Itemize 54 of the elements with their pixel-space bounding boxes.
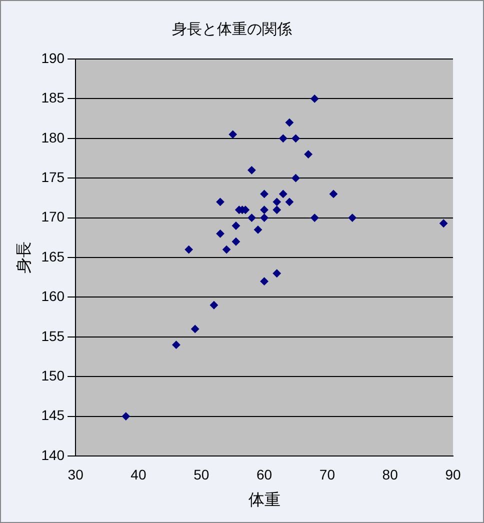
point bbox=[292, 174, 300, 182]
y-tick-label: 190 bbox=[41, 50, 65, 66]
point bbox=[172, 340, 180, 349]
point bbox=[272, 206, 281, 214]
y-tick-label: 165 bbox=[41, 248, 65, 264]
point bbox=[191, 324, 200, 333]
point bbox=[222, 246, 231, 254]
y-tick-label: 155 bbox=[41, 328, 65, 344]
x-tick-label: 40 bbox=[130, 466, 146, 482]
point bbox=[232, 222, 240, 230]
point bbox=[279, 134, 288, 142]
point bbox=[260, 206, 268, 214]
y-tick-label: 160 bbox=[41, 288, 65, 304]
point bbox=[232, 238, 240, 246]
y-tick-label: 180 bbox=[41, 129, 65, 146]
y-tick-label: 175 bbox=[41, 168, 65, 185]
point bbox=[184, 246, 193, 254]
x-tick-label: 30 bbox=[68, 466, 84, 482]
point bbox=[348, 214, 356, 222]
point bbox=[260, 277, 268, 286]
point bbox=[254, 226, 262, 234]
point bbox=[248, 214, 256, 222]
point bbox=[260, 214, 268, 222]
y-tick-label: 185 bbox=[41, 90, 65, 106]
point bbox=[310, 94, 319, 103]
x-tick-label: 70 bbox=[319, 466, 336, 482]
point bbox=[210, 301, 218, 310]
point bbox=[285, 118, 294, 127]
y-tick-label: 150 bbox=[41, 367, 65, 384]
point bbox=[260, 190, 268, 198]
x-tick-label: 90 bbox=[445, 466, 461, 482]
chart-title: 身長と体重の関係 bbox=[172, 21, 292, 38]
point bbox=[279, 190, 288, 198]
point bbox=[122, 412, 130, 420]
y-axis-title: 身長 bbox=[16, 242, 34, 274]
x-tick-label: 80 bbox=[382, 466, 398, 482]
x-tick-label: 60 bbox=[256, 466, 272, 482]
point bbox=[310, 214, 319, 222]
y-tick-label: 170 bbox=[41, 208, 65, 225]
point bbox=[216, 230, 224, 238]
point bbox=[440, 219, 448, 228]
point bbox=[292, 134, 300, 142]
point bbox=[329, 190, 338, 198]
point bbox=[304, 150, 312, 158]
y-tick-label: 145 bbox=[41, 407, 65, 424]
point bbox=[216, 198, 224, 206]
x-axis-title: 体重 bbox=[248, 490, 280, 509]
point bbox=[272, 269, 281, 278]
point bbox=[285, 198, 294, 206]
point bbox=[272, 198, 281, 206]
y-tick-label: 140 bbox=[41, 446, 65, 463]
point bbox=[228, 130, 237, 138]
x-tick-label: 50 bbox=[194, 466, 210, 482]
point bbox=[248, 166, 256, 174]
